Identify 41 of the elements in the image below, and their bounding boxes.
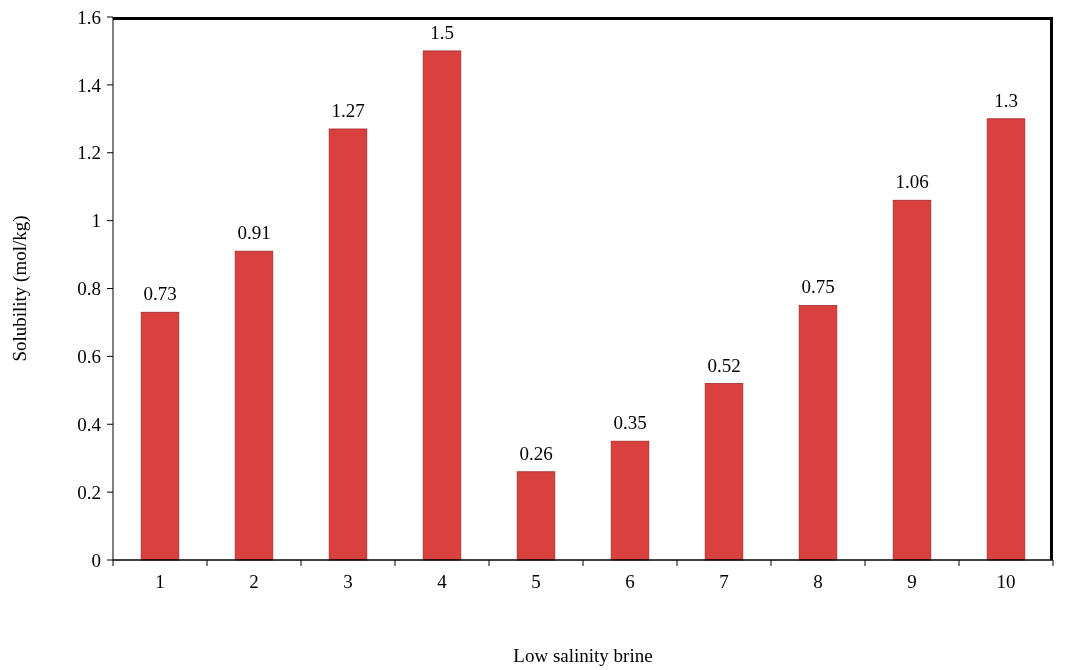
y-tick-label: 1.6 <box>77 6 101 28</box>
bar <box>234 250 274 561</box>
x-axis-title: Low salinity brine <box>513 645 653 666</box>
y-tick-label: 1.2 <box>77 142 101 164</box>
bar <box>140 311 180 561</box>
x-tick-label: 7 <box>719 571 729 592</box>
y-tick-label: 0 <box>91 549 101 571</box>
data-label: 0.52 <box>707 354 741 376</box>
bar <box>610 440 650 561</box>
data-label: 1.3 <box>994 89 1018 111</box>
x-tick-label: 9 <box>907 571 917 592</box>
y-tick-label: 0.2 <box>77 481 101 503</box>
x-tick-label: 8 <box>813 571 823 592</box>
y-tick-label: 0.4 <box>77 413 102 435</box>
x-tick-label: 6 <box>625 571 635 592</box>
data-label: 0.35 <box>613 412 647 434</box>
y-axis-title: Solubility (mol/kg) <box>9 215 31 362</box>
bar <box>328 128 368 561</box>
data-label: 1.06 <box>895 171 929 193</box>
data-label: 0.73 <box>143 283 177 305</box>
bar <box>422 50 462 561</box>
x-tick-label: 1 <box>155 571 165 592</box>
x-tick-label: 2 <box>249 571 259 592</box>
data-label: 1.27 <box>331 99 365 121</box>
y-tick-label: 0.6 <box>77 346 101 368</box>
bar <box>798 305 838 561</box>
x-tick-label: 4 <box>437 571 448 592</box>
x-tick-label: 10 <box>996 571 1016 592</box>
y-tick-label: 0.8 <box>77 278 101 300</box>
bar <box>892 199 932 561</box>
bar <box>516 471 556 561</box>
bar <box>704 383 744 561</box>
x-tick-label: 5 <box>531 571 541 592</box>
bar <box>986 118 1026 561</box>
data-label: 1.5 <box>430 21 454 43</box>
y-tick-label: 1 <box>91 210 101 232</box>
y-tick-label: 1.4 <box>77 74 102 96</box>
x-tick-label: 3 <box>343 571 353 592</box>
data-label: 0.91 <box>237 222 271 244</box>
data-label: 0.26 <box>519 442 553 464</box>
data-label: 0.75 <box>801 276 835 298</box>
